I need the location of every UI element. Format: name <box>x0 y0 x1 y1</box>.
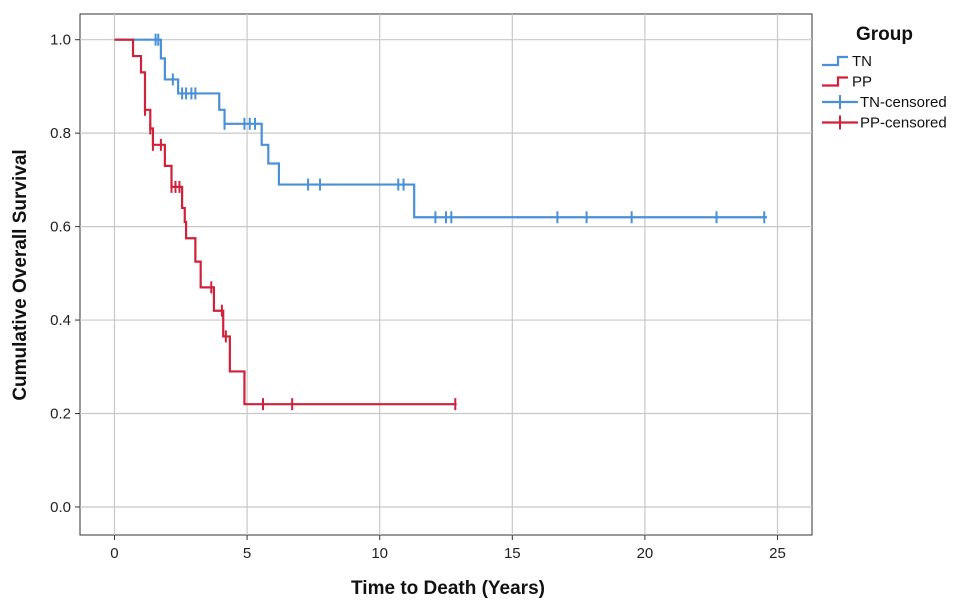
y-tick-label: 0.2 <box>50 406 71 423</box>
pp-survival-line <box>114 38 457 406</box>
tn-survival-line <box>114 38 767 219</box>
x-tick-label: 15 <box>504 545 521 562</box>
legend-title: Group <box>856 24 913 45</box>
y-axis-title: Cumulative Overall Survival <box>10 149 31 400</box>
legend: Group TN PP TN-censored PP-censored <box>822 24 947 132</box>
y-tick-label: 0.6 <box>50 219 71 236</box>
legend-swatch-pp <box>822 76 848 87</box>
legend-swatch-tn <box>822 55 848 67</box>
legend-label-tn: TN <box>852 53 872 70</box>
grid-lines <box>80 14 812 535</box>
x-tick-label: 20 <box>637 545 654 562</box>
legend-items: TN PP TN-censored PP-censored <box>822 53 947 132</box>
plot-area <box>79 13 813 536</box>
tick-labels: 0 5 10 15 20 25 0.0 0.2 0.4 0.6 0.8 1.0 <box>50 32 786 562</box>
y-tick-label: 1.0 <box>50 32 71 49</box>
x-tick-label: 25 <box>769 545 786 562</box>
y-tick-label: 0.8 <box>50 125 71 142</box>
legend-label-pp: PP <box>852 74 872 91</box>
plot-frame <box>79 13 813 536</box>
x-tick-label: 5 <box>243 545 251 562</box>
x-tick-label: 10 <box>371 545 388 562</box>
series-layer <box>114 33 767 411</box>
y-tick-label: 0.4 <box>50 312 71 329</box>
y-tick-label: 0.0 <box>50 499 71 516</box>
legend-label-tn-censored: TN-censored <box>860 94 947 111</box>
x-tick-label: 0 <box>110 545 118 562</box>
x-axis-title: Time to Death (Years) <box>351 578 545 599</box>
legend-label-pp-censored: PP-censored <box>860 115 947 132</box>
